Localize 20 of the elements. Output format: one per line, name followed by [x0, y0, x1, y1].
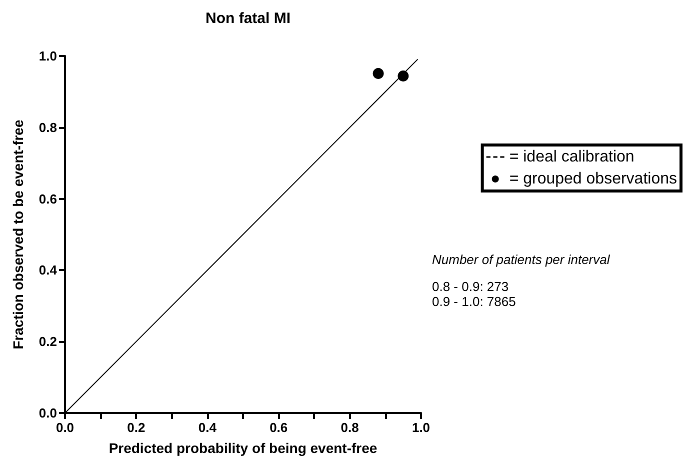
x-axis-title: Predicted probability of being event-free [108, 440, 378, 456]
x-tick-label: 1.0 [412, 420, 430, 435]
text: 0.9 - 1.0: 7865 [432, 294, 516, 309]
x-tick-label: 0.4 [198, 420, 218, 435]
legend-label: = grouped observations [509, 170, 677, 188]
x-tick-label: 0.8 [340, 420, 359, 435]
y-tick-label: 0.8 [38, 120, 57, 135]
text: Number of patients per interval [432, 252, 611, 267]
x-tick-label: 0.6 [270, 420, 288, 435]
legend-label: = ideal calibration [509, 148, 634, 166]
chart-title: Non fatal MI [206, 10, 290, 27]
y-tick-label: 0.4 [38, 262, 58, 278]
x-tick-label: 0.0 [56, 420, 74, 435]
text: 0.8 - 0.9: 273 [432, 279, 509, 294]
y-axis-title: Fraction observed to be event-free [10, 120, 26, 350]
y-tick-label: 0.0 [38, 406, 57, 420]
y-tick-label: 1.0 [38, 48, 57, 64]
y-tick-label: 0.2 [38, 334, 57, 350]
y-tick-label: 0.6 [38, 191, 57, 206]
x-tick-label: 0.2 [127, 420, 146, 435]
